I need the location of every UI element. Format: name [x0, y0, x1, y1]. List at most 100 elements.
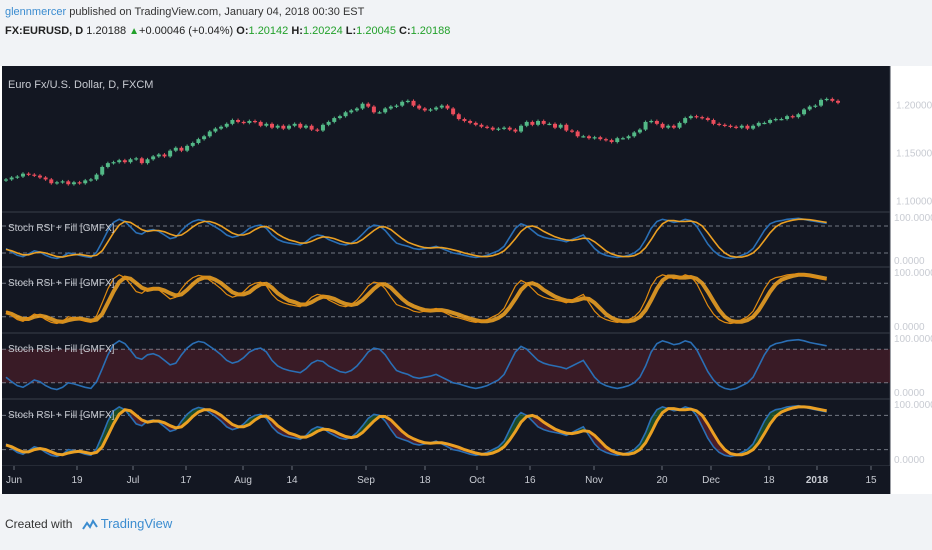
- stoch-fill-segment: [390, 419, 397, 438]
- candle-body: [247, 120, 252, 123]
- candle-body: [541, 120, 546, 124]
- candle-body: [456, 114, 461, 120]
- candle-body: [122, 160, 127, 163]
- time-tick-label: 16: [524, 475, 536, 486]
- candle-body: [20, 173, 25, 177]
- close-label: C:: [399, 25, 411, 37]
- tradingview-logo-icon: [81, 518, 98, 530]
- candle-body: [802, 109, 807, 115]
- candle-body: [411, 100, 416, 106]
- candle-body: [422, 108, 427, 111]
- high-label: H:: [291, 25, 303, 37]
- open-label: O:: [236, 25, 249, 37]
- last-price: 1.20188: [86, 25, 127, 37]
- candle-body: [37, 175, 42, 178]
- candle-body: [434, 107, 439, 110]
- candle-body: [790, 116, 795, 118]
- candle-body: [586, 136, 591, 139]
- candle-body: [524, 121, 529, 126]
- candle-body: [185, 145, 190, 151]
- stoch-fill-segment: [102, 421, 108, 447]
- candle-body: [615, 138, 620, 143]
- time-tick-label: Jul: [127, 475, 140, 486]
- candle-body: [156, 154, 161, 157]
- candle-body: [139, 158, 144, 164]
- candle-body: [377, 112, 382, 114]
- candle-body: [43, 177, 48, 180]
- candle-body: [530, 121, 535, 125]
- candle-body: [751, 125, 756, 129]
- candle-body: [762, 122, 767, 125]
- candle-body: [553, 123, 558, 128]
- candle-body: [128, 159, 133, 163]
- candle-body: [445, 105, 450, 109]
- candle-body: [332, 118, 337, 122]
- candle-body: [162, 154, 167, 157]
- candle-body: [722, 124, 727, 126]
- candle-body: [371, 106, 376, 113]
- stoch-fill-segment: [181, 414, 188, 427]
- open-value: 1.20142: [248, 25, 289, 37]
- candle-body: [213, 128, 218, 132]
- candle-body: [230, 120, 235, 124]
- candle-body: [700, 117, 705, 119]
- indicator-tick-label: 100.0000: [894, 400, 932, 411]
- candle-body: [168, 150, 173, 157]
- time-tick-label: 2018: [806, 475, 829, 486]
- indicator-tick-label: 0.0000: [894, 322, 925, 333]
- candle-body: [519, 125, 524, 132]
- candle-body: [813, 105, 818, 107]
- candle-body: [360, 103, 365, 109]
- footer: Created with TradingView: [5, 516, 172, 532]
- candle-body: [728, 125, 733, 127]
- candle-body: [111, 162, 116, 164]
- time-tick-label: Sep: [357, 475, 375, 486]
- candle-body: [632, 132, 637, 137]
- candle-body: [179, 147, 184, 151]
- candle-body: [779, 119, 784, 121]
- candle-body: [654, 120, 659, 124]
- candle-body: [32, 174, 37, 176]
- candle-body: [473, 122, 478, 125]
- candle-body: [190, 143, 195, 146]
- candle-body: [637, 129, 642, 133]
- candle-body: [830, 98, 835, 101]
- candle-body: [270, 123, 275, 128]
- candle-body: [643, 121, 648, 130]
- candle-body: [388, 106, 393, 109]
- chart-area[interactable]: 1.20000 1.15000 1.10000 Euro Fx/U.S. Dollar…: [0, 66, 932, 494]
- time-tick-label: Nov: [585, 475, 603, 486]
- candle-body: [564, 124, 569, 131]
- indicator-tick-label: 0.0000: [894, 388, 925, 399]
- candle-body: [400, 101, 405, 106]
- up-arrow-icon: ▲: [129, 26, 140, 37]
- stoch-fill-segment: [509, 418, 516, 440]
- candle-body: [354, 108, 359, 111]
- stoch-fill-segment: [130, 410, 137, 424]
- indicator-tick-label: 0.0000: [894, 455, 925, 466]
- candle-body: [88, 179, 93, 181]
- stoch-fill-segment: [758, 421, 765, 443]
- author-link[interactable]: glennmercer: [5, 6, 67, 18]
- indicator-tick-label: 100.0000: [894, 213, 932, 224]
- candle-body: [592, 137, 597, 139]
- time-tick-label: 17: [180, 475, 192, 486]
- candle-body: [281, 125, 286, 129]
- candle-body: [677, 122, 682, 128]
- candle-body: [462, 119, 467, 121]
- candle-body: [383, 108, 388, 113]
- candle-body: [207, 131, 212, 137]
- chart-svg[interactable]: 1.20000 1.15000 1.10000 Euro Fx/U.S. Dollar…: [0, 66, 932, 494]
- symbol-legend: FX:EURUSD, D 1.20188 ▲+0.00046 (+0.04%) …: [5, 25, 450, 37]
- candle-body: [309, 125, 314, 130]
- candle-body: [507, 127, 512, 130]
- time-tick-label: 18: [419, 475, 431, 486]
- high-value: 1.20224: [302, 25, 343, 37]
- candle-body: [502, 127, 507, 129]
- candle-body: [513, 129, 518, 132]
- stoch-fill-segment: [702, 415, 708, 439]
- stoch-d-line: [5, 218, 827, 258]
- low-value: 1.20045: [356, 25, 396, 37]
- price-tick-label: 1.15000: [896, 149, 932, 160]
- tradingview-brand[interactable]: TradingView: [100, 516, 173, 531]
